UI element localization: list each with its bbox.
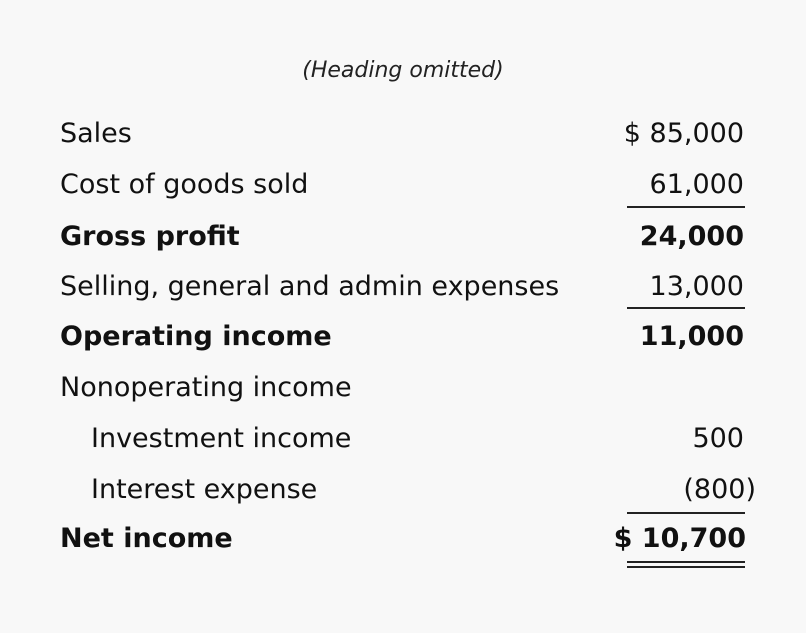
- row-amount: 24,000: [639, 221, 744, 252]
- row-amount: 13,000: [649, 271, 744, 302]
- subtotal-rule: [627, 307, 745, 309]
- statement-row-investment-income: Investment income 500: [60, 419, 750, 459]
- statement-row-gross-profit: Gross profit 24,000: [60, 217, 750, 257]
- row-label: Operating income: [60, 321, 332, 352]
- row-amount: 11,000: [639, 321, 744, 352]
- row-label: Selling, general and admin expenses: [60, 271, 560, 302]
- subtotal-rule: [627, 206, 745, 208]
- statement-row-net-income: Net income $ 10,700: [60, 519, 750, 559]
- statement-row-sales: Sales $ 85,000: [60, 114, 750, 154]
- row-label: Net income: [60, 523, 233, 554]
- statement-row-sga-expenses: Selling, general and admin expenses 13,0…: [60, 267, 750, 307]
- row-label: Sales: [60, 118, 132, 149]
- statement-row-interest-expense: Interest expense (800): [60, 470, 756, 510]
- row-amount: 500: [692, 423, 744, 454]
- statement-heading: (Heading omitted): [302, 58, 504, 83]
- total-double-rule: [627, 561, 745, 568]
- row-label: Nonoperating income: [60, 372, 352, 403]
- statement-row-nonoperating-income: Nonoperating income: [60, 368, 750, 408]
- row-amount: 61,000: [649, 169, 744, 200]
- row-amount: $ 10,700: [613, 523, 746, 554]
- statement-row-operating-income: Operating income 11,000: [60, 317, 750, 357]
- row-amount: $ 85,000: [623, 118, 744, 149]
- row-label: Cost of goods sold: [60, 169, 309, 200]
- row-label: Interest expense: [91, 474, 318, 505]
- subtotal-rule: [627, 512, 745, 514]
- statement-row-cost-of-goods-sold: Cost of goods sold 61,000: [60, 165, 750, 205]
- row-amount: (800): [683, 474, 756, 505]
- row-label: Gross profit: [60, 221, 240, 252]
- row-label: Investment income: [91, 423, 352, 454]
